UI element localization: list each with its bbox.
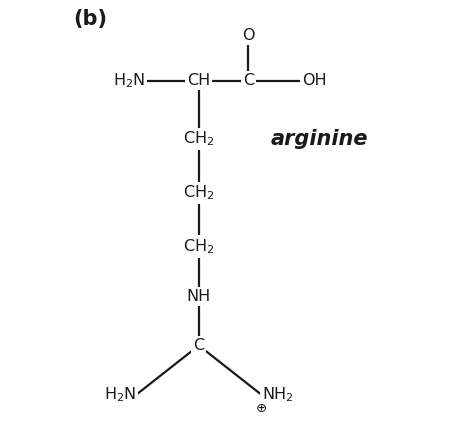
Text: H$_2$N: H$_2$N bbox=[104, 385, 136, 404]
Text: NH$_2$: NH$_2$ bbox=[262, 385, 293, 404]
Text: CH$_2$: CH$_2$ bbox=[183, 238, 215, 256]
Text: NH: NH bbox=[187, 289, 211, 304]
Text: CH$_2$: CH$_2$ bbox=[183, 183, 215, 202]
Text: H$_2$N: H$_2$N bbox=[113, 71, 145, 90]
Text: C: C bbox=[193, 338, 204, 353]
Text: (b): (b) bbox=[73, 9, 107, 29]
Text: O: O bbox=[242, 28, 255, 43]
Text: ⊕: ⊕ bbox=[256, 402, 267, 415]
Text: CH$_2$: CH$_2$ bbox=[183, 130, 215, 148]
Text: arginine: arginine bbox=[271, 129, 368, 149]
Text: C: C bbox=[243, 73, 254, 88]
Text: CH: CH bbox=[187, 73, 210, 88]
Text: OH: OH bbox=[302, 73, 327, 88]
